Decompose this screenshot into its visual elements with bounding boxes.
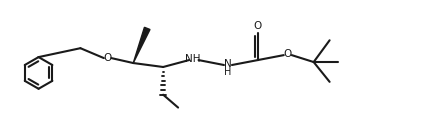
Text: N: N (224, 59, 232, 69)
Text: O: O (284, 49, 292, 59)
Text: O: O (254, 21, 262, 31)
Text: O: O (103, 53, 112, 63)
Text: H: H (224, 67, 232, 77)
Text: NH: NH (185, 54, 201, 64)
Polygon shape (133, 27, 150, 63)
